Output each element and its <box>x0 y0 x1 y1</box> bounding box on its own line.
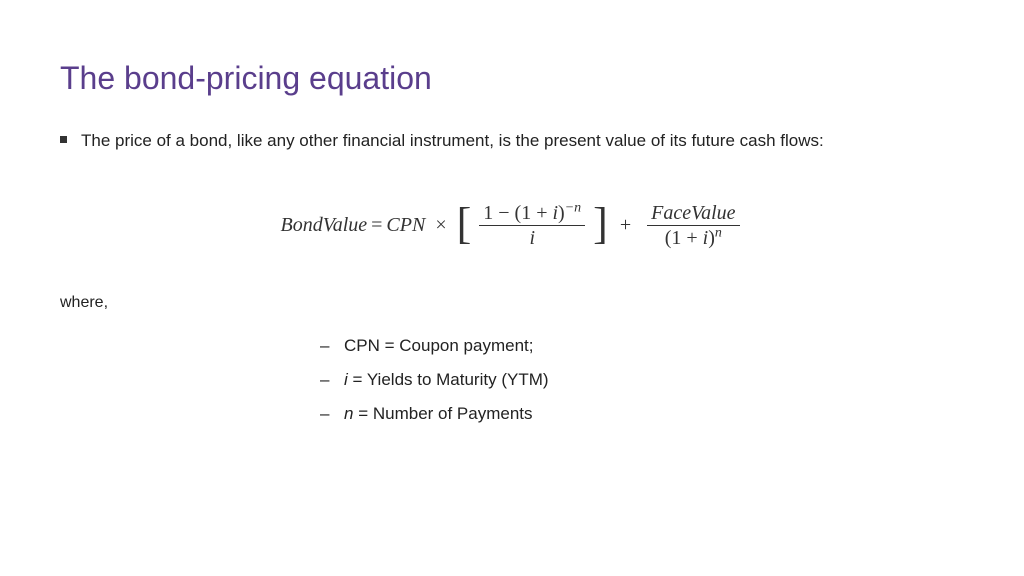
left-bracket-icon: [ <box>457 206 472 241</box>
right-bracket-icon: ] <box>593 206 608 241</box>
bond-value-equation: BondValue = CPN × [ 1 − (1 + i)−n i ] + … <box>280 201 743 250</box>
eq-frac1-numerator: 1 − (1 + i)−n <box>479 201 585 226</box>
def-text: = Number of Payments <box>353 404 532 423</box>
eq-fraction-2: FaceValue (1 + i)n <box>647 201 739 250</box>
where-label: where, <box>60 294 964 312</box>
dash-icon: – <box>320 336 344 356</box>
eq-equals: = <box>371 214 382 237</box>
definitions-list: – CPN = Coupon payment; – i = Yields to … <box>320 336 964 424</box>
def-var: CPN <box>344 336 380 355</box>
def-text: = Coupon payment; <box>380 336 534 355</box>
definition-item: – CPN = Coupon payment; <box>320 336 964 356</box>
main-bullet: The price of a bond, like any other fina… <box>60 129 964 153</box>
definition-item: – n = Number of Payments <box>320 404 964 424</box>
dash-icon: – <box>320 370 344 390</box>
bullet-text: The price of a bond, like any other fina… <box>81 129 824 153</box>
eq-cpn: CPN <box>386 214 425 237</box>
eq-fraction-1: 1 − (1 + i)−n i <box>479 201 585 250</box>
definition-item: – i = Yields to Maturity (YTM) <box>320 370 964 390</box>
bullet-square-icon <box>60 136 67 143</box>
eq-frac2-numerator: FaceValue <box>647 201 739 226</box>
eq-frac2-denominator: (1 + i)n <box>661 226 726 250</box>
slide-title: The bond-pricing equation <box>60 60 964 97</box>
eq-plus: + <box>620 214 631 237</box>
def-text: = Yields to Maturity (YTM) <box>348 370 549 389</box>
equation-container: BondValue = CPN × [ 1 − (1 + i)−n i ] + … <box>60 201 964 250</box>
eq-times: × <box>435 214 446 237</box>
eq-frac1-denominator: i <box>525 226 539 250</box>
eq-lhs: BondValue <box>280 214 367 237</box>
dash-icon: – <box>320 404 344 424</box>
